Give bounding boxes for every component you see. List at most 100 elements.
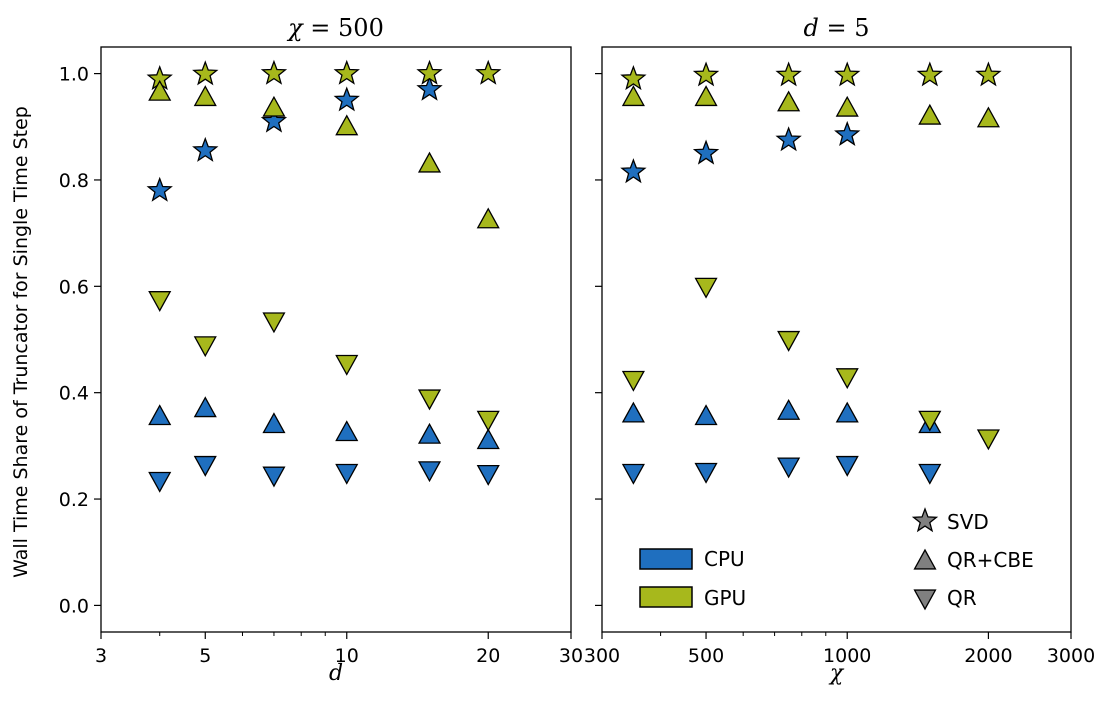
data-point-gpu-svd bbox=[775, 61, 802, 87]
legend-triangle-down-glyph bbox=[913, 589, 937, 611]
data-point-gpu-qr bbox=[417, 389, 442, 411]
data-point-gpu-qr bbox=[262, 312, 286, 334]
legend-label-cpu: CPU bbox=[704, 547, 745, 571]
data-point-gpu-qr bbox=[694, 277, 718, 299]
data-point-cpu-qrcbe bbox=[335, 420, 359, 442]
x-axis-label: d bbox=[329, 661, 343, 686]
data-point-gpu-qrcbe bbox=[694, 85, 718, 107]
legend-label-qr: QR bbox=[947, 586, 977, 610]
legend-triangle-up-glyph bbox=[913, 548, 937, 570]
data-point-cpu-svd bbox=[146, 176, 173, 202]
data-point-cpu-qrcbe bbox=[476, 428, 500, 450]
data-point-cpu-qr bbox=[476, 464, 500, 486]
data-point-cpu-svd bbox=[333, 86, 360, 112]
legend-label-svd: SVD bbox=[947, 510, 989, 534]
panel-right: d = 5 χ 300 500 1000 2000 3000 bbox=[584, 14, 1095, 686]
data-point-gpu-qr bbox=[148, 291, 172, 312]
data-point-gpu-qrcbe bbox=[918, 103, 942, 125]
y-tick-label: 0.0 bbox=[59, 595, 89, 617]
x-tick-label: 2000 bbox=[964, 645, 1012, 667]
data-point-cpu-svd bbox=[192, 136, 219, 162]
panel-left: χ = 500 d 3 5 10 20 30 0.0 0.2 0.4 0.6 0.8 1.0 bbox=[59, 14, 583, 686]
x-tick-label: 3 bbox=[95, 645, 107, 667]
data-point-gpu-qr bbox=[476, 410, 500, 432]
data-point-gpu-svd bbox=[620, 65, 647, 91]
data-point-gpu-qr bbox=[621, 370, 645, 392]
data-point-cpu-qr bbox=[335, 463, 359, 485]
x-tick-label: 10 bbox=[335, 645, 359, 667]
legend-label-gpu: GPU bbox=[704, 586, 746, 610]
data-point-gpu-qrcbe bbox=[193, 85, 217, 107]
legend: CPU GPU SVD QR+CBE QR bbox=[639, 507, 1034, 611]
y-tick-label: 0.8 bbox=[59, 170, 89, 192]
data-point-gpu-qrcbe bbox=[621, 85, 645, 107]
data-point-cpu-qrcbe bbox=[835, 401, 859, 423]
legend-label-qrcbe: QR+CBE bbox=[947, 548, 1034, 572]
chart-title: χ = 500 bbox=[286, 14, 384, 42]
data-point-gpu-qr bbox=[918, 410, 942, 432]
data-point-cpu-qr bbox=[694, 462, 718, 484]
data-point-gpu-svd bbox=[333, 59, 360, 85]
data-point-gpu-qrcbe bbox=[976, 106, 1000, 128]
data-point-gpu-svd bbox=[916, 61, 943, 87]
data-point-cpu-qrcbe bbox=[777, 398, 801, 420]
x-tick-label: 500 bbox=[688, 645, 724, 667]
data-point-cpu-qrcbe bbox=[262, 412, 286, 434]
data-point-cpu-svd bbox=[834, 120, 861, 146]
data-point-cpu-svd bbox=[620, 158, 647, 184]
x-tick-label: 5 bbox=[199, 645, 211, 667]
data-point-cpu-qr bbox=[777, 457, 801, 479]
data-point-cpu-qr bbox=[262, 466, 286, 488]
data-point-cpu-svd bbox=[416, 75, 443, 101]
data-point-gpu-svd bbox=[834, 61, 861, 87]
y-tick-label: 0.6 bbox=[59, 276, 89, 298]
data-point-cpu-svd bbox=[692, 139, 720, 165]
data-point-cpu-qr bbox=[621, 463, 645, 485]
data-point-cpu-qrcbe bbox=[148, 404, 172, 426]
data-point-gpu-qr bbox=[777, 330, 801, 352]
data-point-gpu-qrcbe bbox=[417, 151, 442, 173]
data-point-gpu-qrcbe bbox=[835, 95, 859, 117]
x-tick-label: 3000 bbox=[1047, 645, 1095, 667]
x-tick-label: 1000 bbox=[823, 645, 871, 667]
chart-title: d = 5 bbox=[803, 14, 869, 42]
legend-triangle-down-icon bbox=[913, 589, 937, 611]
data-point-cpu-svd bbox=[260, 107, 288, 133]
data-point-gpu-qr bbox=[835, 368, 859, 390]
data-point-gpu-qr bbox=[193, 336, 217, 358]
data-point-gpu-svd bbox=[192, 60, 219, 86]
axes-frame bbox=[601, 46, 1072, 633]
data-point-gpu-qrcbe bbox=[335, 114, 359, 136]
data-point-gpu-qrcbe bbox=[777, 90, 801, 112]
y-tick-label: 1.0 bbox=[59, 64, 89, 86]
data-point-cpu-qr bbox=[417, 461, 442, 483]
data-point-gpu-svd bbox=[692, 61, 720, 87]
legend-star-glyph bbox=[911, 507, 939, 533]
y-tick-label: 0.4 bbox=[59, 383, 89, 405]
x-tick-label: 300 bbox=[584, 645, 620, 667]
x-tick-label: 30 bbox=[559, 645, 583, 667]
y-axis-label: Wall Time Share of Truncator for Single … bbox=[10, 106, 32, 578]
x-tick-label: 20 bbox=[476, 645, 500, 667]
axes-frame bbox=[100, 46, 572, 633]
data-point-gpu-qrcbe bbox=[262, 95, 286, 117]
data-point-cpu-qr bbox=[193, 455, 217, 477]
data-point-cpu-qr bbox=[918, 463, 942, 485]
legend-triangle-up-icon bbox=[913, 548, 937, 570]
data-point-gpu-svd bbox=[416, 59, 443, 85]
data-point-cpu-qrcbe bbox=[694, 404, 718, 426]
data-point-cpu-qr bbox=[835, 455, 859, 477]
legend-star-icon bbox=[911, 507, 939, 533]
data-point-gpu-qr bbox=[335, 354, 359, 376]
data-point-cpu-qrcbe bbox=[417, 422, 442, 444]
data-point-gpu-svd bbox=[260, 59, 288, 85]
data-point-cpu-qrcbe bbox=[621, 401, 645, 423]
data-point-gpu-svd bbox=[975, 61, 1002, 87]
data-point-cpu-qrcbe bbox=[193, 396, 217, 418]
legend-swatch-gpu bbox=[639, 586, 693, 608]
legend-swatch-cpu bbox=[639, 548, 693, 570]
data-point-gpu-qrcbe bbox=[148, 79, 172, 101]
y-tick-label: 0.2 bbox=[59, 489, 89, 511]
data-point-cpu-svd bbox=[775, 126, 802, 152]
